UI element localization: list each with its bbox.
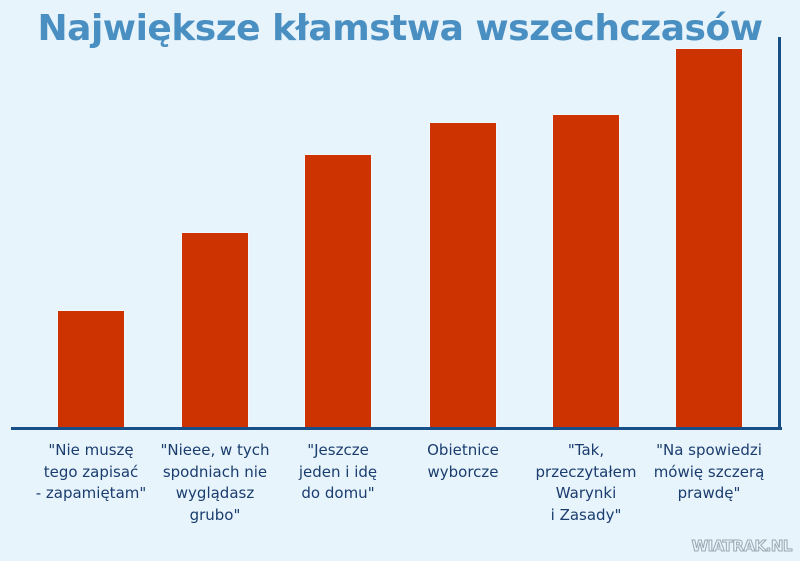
- category-label-1: "Nie muszę tego zapisać - zapamiętam": [35, 441, 147, 502]
- bar-5: [553, 115, 619, 429]
- plot-area: [11, 37, 781, 429]
- chart-title: Największe kłamstwa wszechczasów: [37, 8, 763, 49]
- bar-4: [430, 123, 496, 429]
- category-label-4: Obietnice wyborcze: [427, 441, 499, 481]
- right-axis-line: [778, 37, 781, 430]
- watermark-logo: WIATRAK.NL: [691, 537, 793, 556]
- category-label-2: "Nieee, w tych spodniach nie wyglądasz g…: [160, 441, 270, 524]
- bar-1: [58, 311, 124, 429]
- bar-2: [182, 233, 248, 429]
- bar-3: [305, 155, 371, 429]
- bar-6: [676, 49, 742, 429]
- category-label-5: "Tak, przeczytałem Warynki i Zasady": [535, 441, 637, 524]
- category-label-3: "Jeszcze jeden i idę do domu": [298, 441, 378, 502]
- x-axis-line: [11, 427, 782, 430]
- category-label-6: "Na spowiedzi mówię szczerą prawdę": [653, 441, 765, 502]
